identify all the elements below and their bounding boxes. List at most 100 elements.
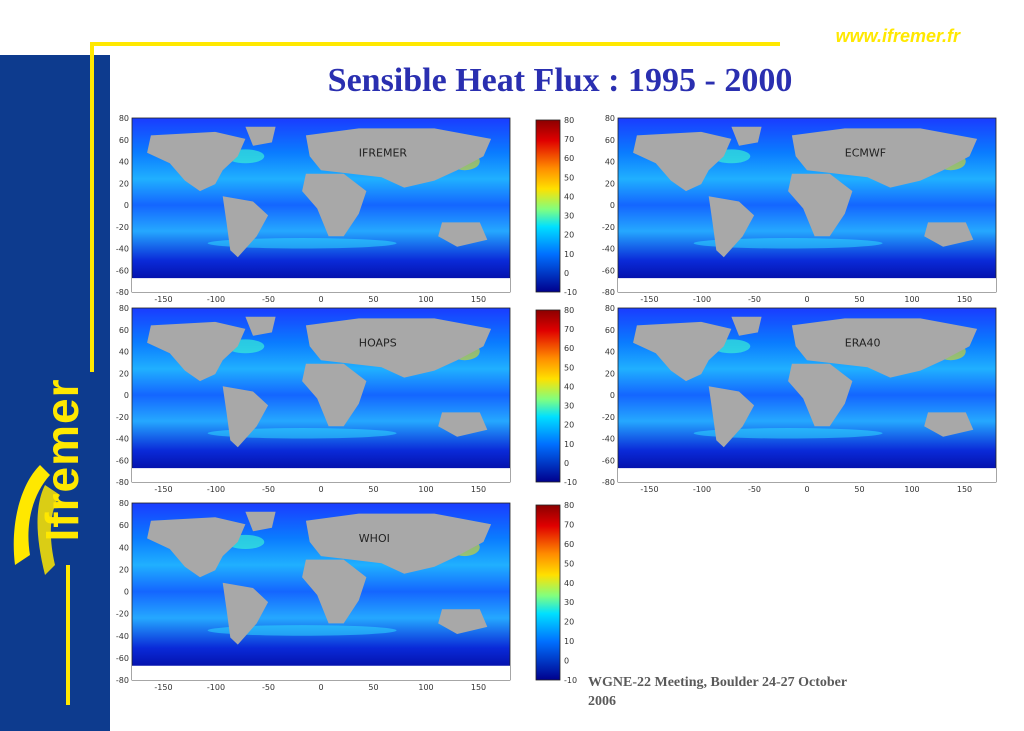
frame-line-top: [90, 42, 780, 46]
colorbar-tick-label: 40: [564, 579, 574, 588]
colorbar-tick-label: 50: [564, 363, 574, 372]
colorbar-tick-label: 40: [564, 382, 574, 391]
map-area: WHOI: [131, 502, 511, 681]
continent-shape: [708, 196, 755, 258]
lon-tick-label: -100: [207, 683, 225, 692]
colorbar-tick-label: 40: [564, 192, 574, 201]
lon-tick-label: -50: [262, 295, 275, 304]
colorbar-tick-label: 80: [564, 306, 574, 315]
continent-shape: [305, 513, 492, 574]
lat-tick-label: 20: [119, 179, 129, 188]
lon-tick-label: 0: [804, 295, 809, 304]
continent-shape: [618, 278, 996, 292]
colorbar-tick-label: 20: [564, 231, 574, 240]
colorbar-tick-label: 70: [564, 135, 574, 144]
colorbar-tick-label: 20: [564, 421, 574, 430]
ifremer-logo-icon: [13, 465, 60, 575]
lon-tick-label: -150: [640, 295, 658, 304]
footer-line-1: WGNE-22 Meeting, Boulder 24-27 October: [588, 675, 848, 690]
map-area: ECMWF: [617, 117, 997, 293]
colorbar-tick-label: 0: [564, 657, 569, 666]
map-panel-era40: ERA40 80 60 40 20 0 -20 -40 -60 -80 -150 -100 -50 0 50…: [594, 305, 1024, 497]
lat-tick-label: 40: [119, 543, 129, 552]
lon-tick-label: 150: [957, 485, 972, 494]
lat-tick-label: 20: [119, 565, 129, 574]
brand-wordmark: Ifremer: [36, 378, 88, 542]
lon-tick-label: -50: [748, 485, 761, 494]
continent-shape: [245, 126, 276, 146]
lat-tick-label: 0: [610, 391, 615, 400]
colorbar-tick-label: 10: [564, 250, 574, 259]
lat-tick-label: -80: [602, 288, 615, 297]
lat-tick-label: -40: [116, 435, 129, 444]
continent-shape: [302, 173, 367, 237]
website-url[interactable]: www.ifremer.fr: [835, 26, 960, 46]
lon-tick-label: -150: [154, 683, 172, 692]
map-ecmwf: ECMWF 80 60 40 20 0 -20 -40 -60 -80 -150 -100 -50 0 50…: [602, 115, 997, 304]
continent-shape: [633, 321, 732, 382]
colorbar-tick-label: 80: [564, 116, 574, 125]
continent-shape: [791, 128, 978, 188]
continent-shape: [302, 559, 367, 624]
dataset-label: HOAPS: [359, 336, 397, 349]
dataset-label: ERA40: [845, 336, 881, 349]
colorbar-tick-label: 30: [564, 402, 574, 411]
lon-tick-label: 50: [368, 683, 378, 692]
map-panel-ecmwf: ECMWF 80 60 40 20 0 -20 -40 -60 -80 -150 -100 -50 0 50…: [594, 115, 1024, 307]
lat-tick-label: 40: [119, 348, 129, 357]
lat-tick-label: 60: [119, 136, 129, 145]
colorbar-tick-label: 0: [564, 269, 569, 278]
footer-line-2: 2006: [588, 694, 616, 709]
continent-shape: [731, 126, 762, 146]
lat-tick-label: -60: [116, 456, 129, 465]
lon-tick-label: 100: [418, 485, 433, 494]
colorbar-tick-label: 0: [564, 459, 569, 468]
dataset-label: ECMWF: [845, 146, 886, 159]
lat-tick-label: 20: [605, 179, 615, 188]
colorbar-tick-label: 30: [564, 212, 574, 221]
colorbar-tick-label: 10: [564, 637, 574, 646]
map-panel-hoaps: HOAPS 80 60 40 20 0 -20 -40 -60 -80 -150 -100 -50 0 50…: [108, 305, 598, 497]
continent-shape: [791, 318, 978, 378]
continent-shape: [222, 582, 269, 645]
continent-shape: [147, 321, 246, 382]
colorbar-tick-label: 80: [564, 501, 574, 510]
colorbar: [535, 309, 561, 483]
frame-line-left-lower: [66, 565, 70, 705]
lon-tick-label: 50: [368, 485, 378, 494]
lon-tick-label: -150: [640, 485, 658, 494]
lon-tick-label: -50: [262, 683, 275, 692]
lon-tick-label: 100: [904, 295, 919, 304]
lon-tick-label: -50: [262, 485, 275, 494]
continent-shape: [438, 412, 488, 437]
lat-tick-label: 80: [119, 305, 129, 313]
lon-tick-label: 0: [804, 485, 809, 494]
lat-tick-label: -20: [602, 413, 615, 422]
lat-tick-label: -60: [116, 266, 129, 275]
continent-shape: [132, 468, 510, 482]
continent-shape: [438, 222, 488, 247]
lat-tick-label: 80: [119, 115, 129, 123]
lon-tick-label: 0: [318, 485, 323, 494]
lat-tick-label: -80: [116, 288, 129, 297]
lat-tick-label: 40: [605, 348, 615, 357]
continent-shape: [302, 363, 367, 427]
dataset-label: IFREMER: [359, 146, 408, 159]
lat-tick-label: 20: [605, 369, 615, 378]
lat-tick-label: -80: [116, 478, 129, 487]
footer-meeting-info: WGNE-22 Meeting, Boulder 24-27 October 2…: [588, 673, 918, 711]
continent-shape: [708, 386, 755, 448]
lat-tick-label: 80: [605, 305, 615, 313]
colorbar-tick-label: 50: [564, 559, 574, 568]
lon-tick-label: -100: [207, 485, 225, 494]
colorbar-tick-label: 20: [564, 618, 574, 627]
lat-tick-label: 0: [124, 201, 129, 210]
lat-tick-label: 0: [124, 588, 129, 597]
colorbar-tick-label: -10: [564, 676, 577, 685]
lat-tick-label: 80: [119, 500, 129, 508]
lat-tick-label: -60: [602, 266, 615, 275]
colorbar-tick-label: 50: [564, 173, 574, 182]
